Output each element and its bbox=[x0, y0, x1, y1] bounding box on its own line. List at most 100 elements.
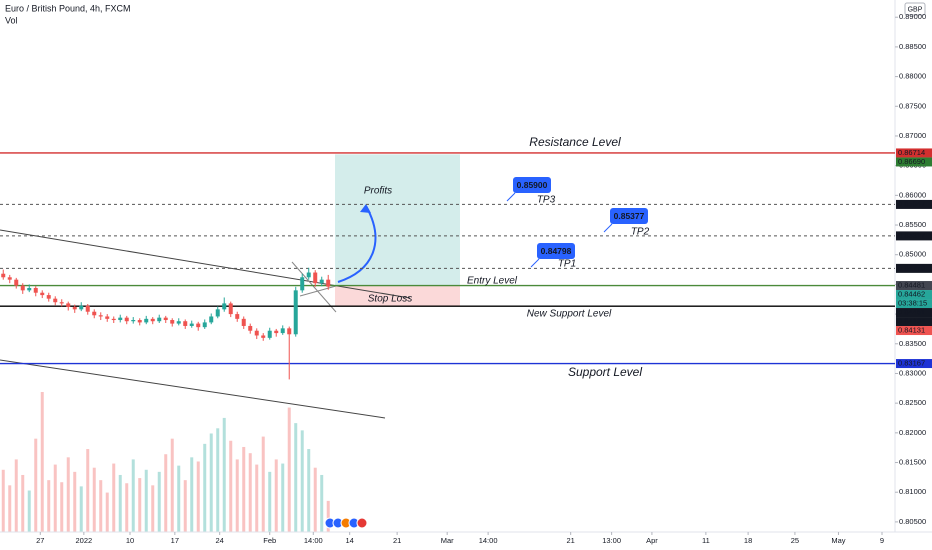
annotation: Resistance Level bbox=[529, 135, 621, 149]
target-price: 0.85377 bbox=[614, 211, 645, 221]
volume-bar bbox=[216, 428, 220, 532]
volume-bar bbox=[79, 486, 83, 532]
volume-bar bbox=[131, 459, 135, 532]
y-tick-label: 0.80500 bbox=[899, 517, 926, 526]
x-tick-label: 24 bbox=[216, 536, 224, 545]
volume-bar bbox=[320, 474, 324, 532]
price-marker bbox=[896, 148, 932, 158]
candle-body bbox=[131, 320, 136, 322]
price-marker-label: 0.83167 bbox=[898, 359, 925, 368]
y-tick-label: 0.81500 bbox=[899, 458, 926, 467]
price-marker-label: 0.84461 bbox=[898, 308, 925, 317]
volume-bar bbox=[235, 459, 239, 532]
currency-label[interactable]: GBP bbox=[908, 6, 923, 13]
candle-body bbox=[306, 272, 311, 278]
candle-body bbox=[293, 290, 298, 335]
y-tick-label: 0.87000 bbox=[899, 131, 926, 140]
x-tick-label: 21 bbox=[393, 536, 401, 545]
candle-body bbox=[326, 279, 331, 287]
x-tick-label: 18 bbox=[744, 536, 752, 545]
target-box bbox=[610, 208, 648, 224]
price-marker bbox=[896, 290, 932, 300]
candle-body bbox=[98, 315, 103, 317]
y-tick-label: 0.86000 bbox=[899, 190, 926, 199]
candle-body bbox=[66, 303, 71, 307]
x-tick-label: May bbox=[831, 536, 845, 545]
candle-body bbox=[235, 314, 240, 319]
target-price: 0.84798 bbox=[541, 246, 572, 256]
price-marker-label: 0.84481 bbox=[898, 281, 925, 290]
x-tick-label: 27 bbox=[36, 536, 44, 545]
price-marker-label: 0.84462 bbox=[898, 290, 925, 299]
x-tick-label: Mar bbox=[441, 536, 454, 545]
volume-bar bbox=[53, 464, 57, 532]
candle-body bbox=[222, 303, 227, 310]
candle-body bbox=[33, 287, 38, 293]
volume-bar bbox=[1, 469, 5, 532]
candle-body bbox=[79, 305, 84, 310]
currency-box[interactable] bbox=[904, 2, 926, 16]
candle-body bbox=[170, 320, 175, 324]
price-marker-label: 0.84131 bbox=[898, 326, 925, 335]
candle-body bbox=[209, 316, 214, 323]
y-tick-label: 0.82500 bbox=[899, 398, 926, 407]
candle-body bbox=[7, 277, 12, 280]
event-icon bbox=[356, 517, 368, 529]
candle-body bbox=[163, 317, 168, 321]
target-connector bbox=[530, 258, 540, 268]
target-name: TP2 bbox=[631, 227, 650, 238]
y-tick-label: 0.88000 bbox=[899, 72, 926, 81]
candle-body bbox=[241, 318, 246, 326]
candle-body bbox=[313, 272, 318, 284]
price-marker-label: 0.84134 bbox=[898, 317, 925, 326]
price-marker-label: 0.85317 bbox=[898, 231, 925, 240]
volume-bar bbox=[261, 436, 265, 532]
candle-body bbox=[85, 305, 90, 312]
candle-body bbox=[105, 316, 110, 319]
volume-bar bbox=[164, 454, 168, 532]
volume-bar bbox=[14, 459, 18, 532]
candle-body bbox=[202, 322, 207, 328]
volume-bar bbox=[281, 463, 285, 532]
arrow-head bbox=[360, 204, 371, 213]
volume-bar bbox=[105, 492, 109, 532]
y-tick-label: 0.89000 bbox=[899, 12, 926, 21]
volume-bar bbox=[21, 474, 25, 532]
volume-bar bbox=[112, 463, 116, 532]
x-tick-label: Feb bbox=[263, 536, 276, 545]
x-tick-label: 17 bbox=[171, 536, 179, 545]
price-marker-label: 0.85847 bbox=[898, 199, 925, 208]
x-tick-label: Apr bbox=[646, 536, 658, 545]
candle-body bbox=[176, 321, 181, 324]
x-tick-label: 21 bbox=[566, 536, 574, 545]
volume-bar bbox=[307, 449, 311, 532]
x-tick-label: 14:00 bbox=[304, 536, 323, 545]
volume-bar bbox=[144, 469, 148, 532]
volume-bar bbox=[99, 480, 103, 532]
target-name: TP3 bbox=[537, 195, 556, 206]
volume-bar bbox=[229, 440, 233, 532]
candle-body bbox=[150, 318, 155, 322]
volume-bar bbox=[138, 478, 142, 532]
candle-body bbox=[261, 335, 266, 338]
candle-body bbox=[189, 323, 194, 326]
price-marker bbox=[896, 308, 932, 318]
volume-bar bbox=[196, 461, 200, 532]
target-box bbox=[513, 177, 551, 193]
x-tick-label: 25 bbox=[791, 536, 799, 545]
price-marker bbox=[896, 359, 932, 369]
y-tick-label: 0.85500 bbox=[899, 220, 926, 229]
event-icons bbox=[324, 517, 368, 529]
price-marker-label: 0.84770 bbox=[898, 263, 925, 272]
price-marker-label: 0.86690 bbox=[898, 157, 925, 166]
target-name: TP1 bbox=[558, 259, 576, 270]
volume-bar bbox=[209, 433, 213, 532]
target-connector bbox=[506, 192, 516, 202]
volume-bar bbox=[170, 438, 174, 532]
candle-body bbox=[27, 287, 32, 291]
countdown-box bbox=[896, 299, 932, 309]
volume-bar bbox=[157, 471, 161, 532]
x-tick-label: 11 bbox=[702, 536, 710, 545]
